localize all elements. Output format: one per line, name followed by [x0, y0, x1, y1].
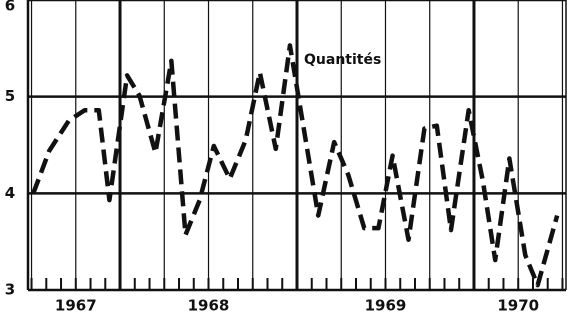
y-tick-label: 4: [5, 184, 15, 202]
x-tick-label: 1970: [497, 297, 539, 315]
x-tick-label: 1967: [55, 297, 97, 315]
x-tick-label: 1969: [365, 297, 407, 315]
data-line: [31, 43, 560, 288]
annotation: Quantités: [304, 52, 381, 68]
x-tick-label: 1968: [188, 297, 230, 315]
y-tick-label: 3: [5, 281, 15, 299]
y-tick-label: 5: [5, 87, 15, 105]
y-tick-label: 6: [5, 0, 15, 15]
